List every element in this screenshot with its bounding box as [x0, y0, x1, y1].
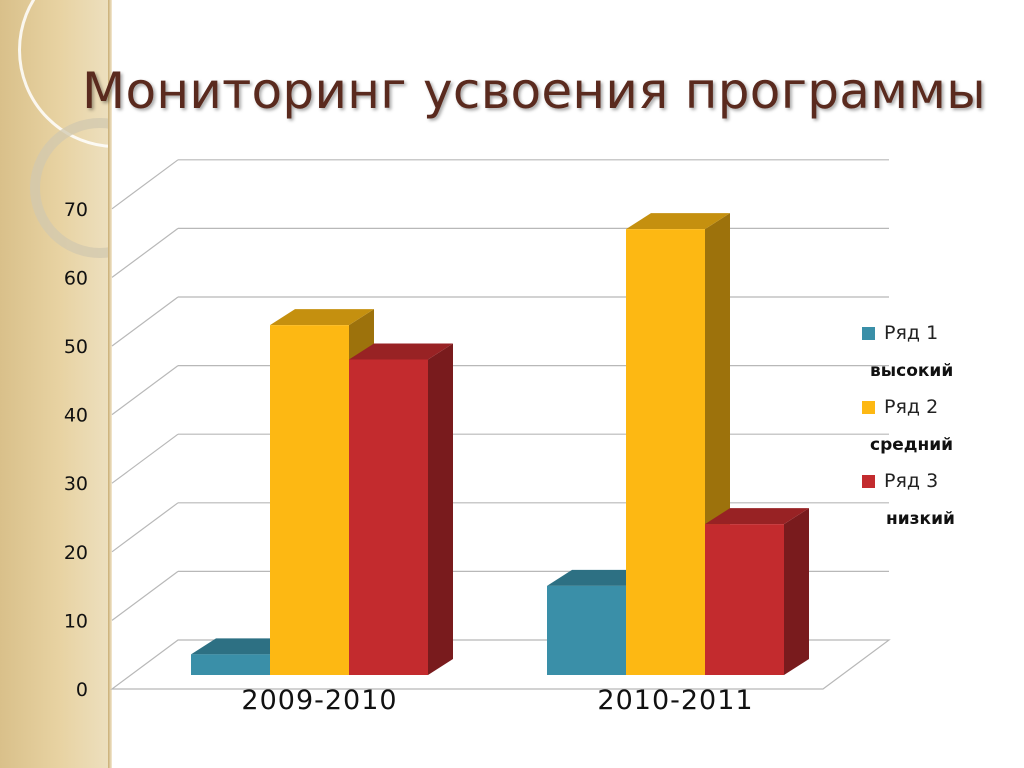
x-category-label: 2009-2010 [241, 685, 397, 716]
bar-front-face [705, 524, 784, 675]
chart-legend: Ряд 1 высокий Ряд 2 средний Ряд 3 низкий [862, 322, 1012, 544]
legend-series-name: Ряд 3 [884, 470, 939, 492]
legend-entry-series-1: Ряд 1 высокий [862, 322, 1012, 396]
y-tick-label: 50 [64, 336, 88, 358]
legend-swatch-series-1 [862, 327, 875, 340]
legend-series-level: низкий [886, 509, 955, 529]
legend-series-level: средний [870, 435, 954, 455]
bar-front-face [547, 585, 626, 675]
gridline-side [111, 502, 179, 553]
bar-top-face [705, 508, 809, 525]
y-tick-label: 30 [64, 473, 88, 495]
y-tick-label: 20 [64, 542, 88, 564]
y-tick-label: 40 [64, 405, 88, 427]
bar-3-2010-2011 [705, 508, 809, 675]
bar-front-face [191, 654, 270, 675]
gridline-side [111, 296, 179, 347]
gridline-side [111, 227, 179, 278]
gridline-side [111, 570, 179, 621]
bar-top-face [626, 213, 730, 230]
legend-series-name: Ряд 1 [884, 322, 939, 344]
legend-entry-series-2: Ряд 2 средний [862, 396, 1012, 470]
gridline-side [111, 433, 179, 484]
bar-top-face [191, 638, 295, 655]
y-tick-label: 0 [76, 679, 88, 701]
bar-top-face [547, 569, 651, 586]
chart-floor [110, 639, 891, 690]
bar-side-face [784, 508, 809, 675]
gridline-side [111, 365, 179, 416]
legend-swatch-series-2 [862, 401, 875, 414]
decorative-side-band [0, 0, 112, 768]
side-band-edge [108, 0, 112, 768]
bar-front-face [349, 359, 428, 675]
legend-entry-series-3: Ряд 3 низкий [862, 470, 1012, 544]
y-tick-label: 60 [64, 267, 88, 289]
slide-title: Мониторинг усвоения программы [82, 62, 987, 120]
bar-front-face [626, 229, 705, 675]
y-tick-label: 10 [64, 610, 88, 632]
y-tick-label: 70 [64, 199, 88, 221]
bar-side-face [428, 343, 453, 675]
bar-top-face [270, 309, 374, 326]
bar-3-2009-2010 [349, 343, 453, 675]
legend-series-level: высокий [870, 361, 954, 381]
legend-series-name: Ряд 2 [884, 396, 939, 418]
bar-front-face [270, 325, 349, 675]
legend-swatch-series-3 [862, 475, 875, 488]
x-category-label: 2010-2011 [597, 685, 753, 716]
gridline-side [111, 159, 179, 210]
bar-top-face [349, 343, 453, 360]
